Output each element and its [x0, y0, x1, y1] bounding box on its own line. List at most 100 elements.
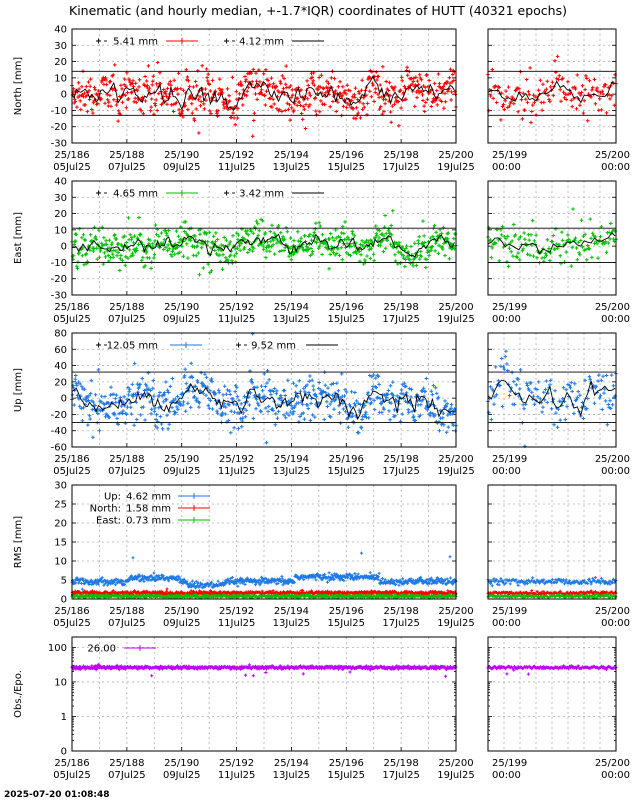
- x-tick-label-doy: 25/198: [384, 454, 419, 465]
- x-tick-label-date: 19Jul25: [437, 314, 475, 325]
- x-tick-label-date: 07Jul25: [108, 466, 146, 477]
- legend-rms-prefix-east: East:: [96, 516, 121, 527]
- x-tick-label-date: 19Jul25: [437, 770, 475, 781]
- y-axis-label-up: Up [mm]: [13, 368, 24, 412]
- legend-rms-sample-north-marker: [191, 505, 197, 511]
- x-tick-label-date: 05Jul25: [53, 770, 91, 781]
- x-tick-label-doy: 25/192: [219, 302, 254, 313]
- x-tick-label-doy: 25/190: [164, 454, 199, 465]
- legend-obs: 26.00: [87, 644, 156, 655]
- legend-kinematic-symbol: [96, 342, 101, 348]
- y-tick-label-rms: 30: [54, 481, 67, 492]
- y-tick-label-rms: 0: [61, 595, 67, 606]
- y-tick-label-east: 10: [54, 225, 67, 236]
- y-tick-label-east: -20: [51, 274, 67, 285]
- x-tick-label-date: 05Jul25: [53, 162, 91, 173]
- x-tick-label-date: 11Jul25: [218, 162, 256, 173]
- x-tick-label-date: 15Jul25: [328, 770, 366, 781]
- footer-timestamp: 2025-07-20 01:08:48: [4, 790, 109, 800]
- y-tick-label-up: 20: [54, 377, 67, 388]
- y-tick-label-rms: 5: [61, 576, 67, 587]
- legend-kinematic-label: 5.41 mm: [113, 37, 158, 48]
- x-tick-label-doy: 25/200: [438, 606, 473, 617]
- legend-median-symbol: [224, 38, 229, 44]
- x-tick-label-doy: 25/186: [54, 454, 89, 465]
- x-tick-label-doy: 25/198: [384, 302, 419, 313]
- y-tick-label-obs: 0: [61, 747, 67, 758]
- x-tick-label-doy: 25/199: [492, 758, 527, 769]
- legend-obs-sample-marker: [137, 645, 143, 651]
- y-axis-label-obs: Obs./Epo.: [13, 670, 24, 718]
- y-tick-label-east: 0: [61, 242, 67, 253]
- panels: North [mm]-30-20-1001020304025/18605Jul2…: [13, 25, 630, 782]
- x-tick-label-date: 05Jul25: [53, 314, 91, 325]
- hourly-median-line-east: [71, 233, 455, 258]
- legend-median-label: 3.42 mm: [239, 189, 284, 200]
- x-tick-label-doy: 25/200: [438, 302, 473, 313]
- obs-points: [70, 663, 458, 678]
- x-tick-label-doy: 25/194: [274, 302, 309, 313]
- x-tick-label-doy: 25/200: [438, 758, 473, 769]
- legend-north: 5.41 mm 4.12 mm: [96, 37, 324, 48]
- legend-kinematic-label: 12.05 mm: [107, 341, 158, 352]
- legend-rms: Up: 4.62 mm North: 1.58 mm East: 0.73 mm: [90, 492, 210, 527]
- x-tick-label-date: 05Jul25: [53, 466, 91, 477]
- hourly-median-line-north: [487, 80, 616, 104]
- x-tick-label-date: 17Jul25: [382, 770, 420, 781]
- x-tick-label-doy: 25/198: [384, 758, 419, 769]
- legend-median-label: 4.12 mm: [239, 37, 284, 48]
- x-tick-label-doy: 25/192: [219, 150, 254, 161]
- x-tick-label-date: 11Jul25: [218, 770, 256, 781]
- x-tick-label-doy: 25/192: [219, 606, 254, 617]
- x-tick-label-doy: 25/194: [274, 454, 309, 465]
- x-tick-label-doy: 25/188: [109, 606, 144, 617]
- x-tick-label-doy: 25/198: [384, 150, 419, 161]
- plot-frame: [71, 332, 457, 448]
- x-tick-label-doy: 25/200: [595, 150, 630, 161]
- data-marks-up: [486, 349, 618, 448]
- plot-frame: [71, 636, 457, 752]
- x-tick-label-date: 09Jul25: [163, 314, 201, 325]
- y-tick-label-north: 10: [54, 73, 67, 84]
- x-tick-label-date: 19Jul25: [437, 162, 475, 173]
- x-tick-label-doy: 25/198: [384, 606, 419, 617]
- plot-frame: [487, 180, 617, 296]
- x-tick-label-date: 00:00: [492, 466, 521, 477]
- legend-rms-label-north: 1.58 mm: [126, 504, 171, 515]
- y-tick-label-north: 0: [61, 90, 67, 101]
- x-tick-label-date: 09Jul25: [163, 770, 201, 781]
- legend-median-label: 9.52 mm: [251, 341, 296, 352]
- y-tick-label-north: -10: [51, 106, 67, 117]
- y-tick-label-obs: 1: [61, 712, 67, 723]
- y-tick-label-north: -30: [51, 139, 67, 150]
- y-tick-label-east: -30: [51, 291, 67, 302]
- x-tick-label-doy: 25/196: [329, 454, 364, 465]
- x-tick-label-date: 00:00: [601, 770, 630, 781]
- hourly-median-line-north: [71, 74, 455, 111]
- x-tick-label-date: 17Jul25: [382, 466, 420, 477]
- y-tick-label-up: 0: [61, 394, 67, 405]
- x-tick-label-date: 15Jul25: [328, 314, 366, 325]
- x-tick-label-doy: 25/190: [164, 302, 199, 313]
- plot-frame: [71, 484, 457, 600]
- plot-frame: [487, 636, 617, 752]
- x-tick-label-doy: 25/199: [492, 454, 527, 465]
- x-tick-label-doy: 25/188: [109, 454, 144, 465]
- x-tick-label-doy: 25/200: [595, 302, 630, 313]
- x-tick-label-doy: 25/192: [219, 454, 254, 465]
- x-tick-label-date: 07Jul25: [108, 618, 146, 629]
- y-tick-label-up: -60: [51, 443, 67, 454]
- x-tick-label-doy: 25/194: [274, 758, 309, 769]
- y-tick-label-up: 40: [54, 361, 67, 372]
- y-tick-label-north: 20: [54, 57, 67, 68]
- y-tick-label-north: 30: [54, 41, 67, 52]
- x-tick-label-date: 00:00: [601, 466, 630, 477]
- x-tick-label-date: 11Jul25: [218, 314, 256, 325]
- x-tick-label-doy: 25/200: [595, 606, 630, 617]
